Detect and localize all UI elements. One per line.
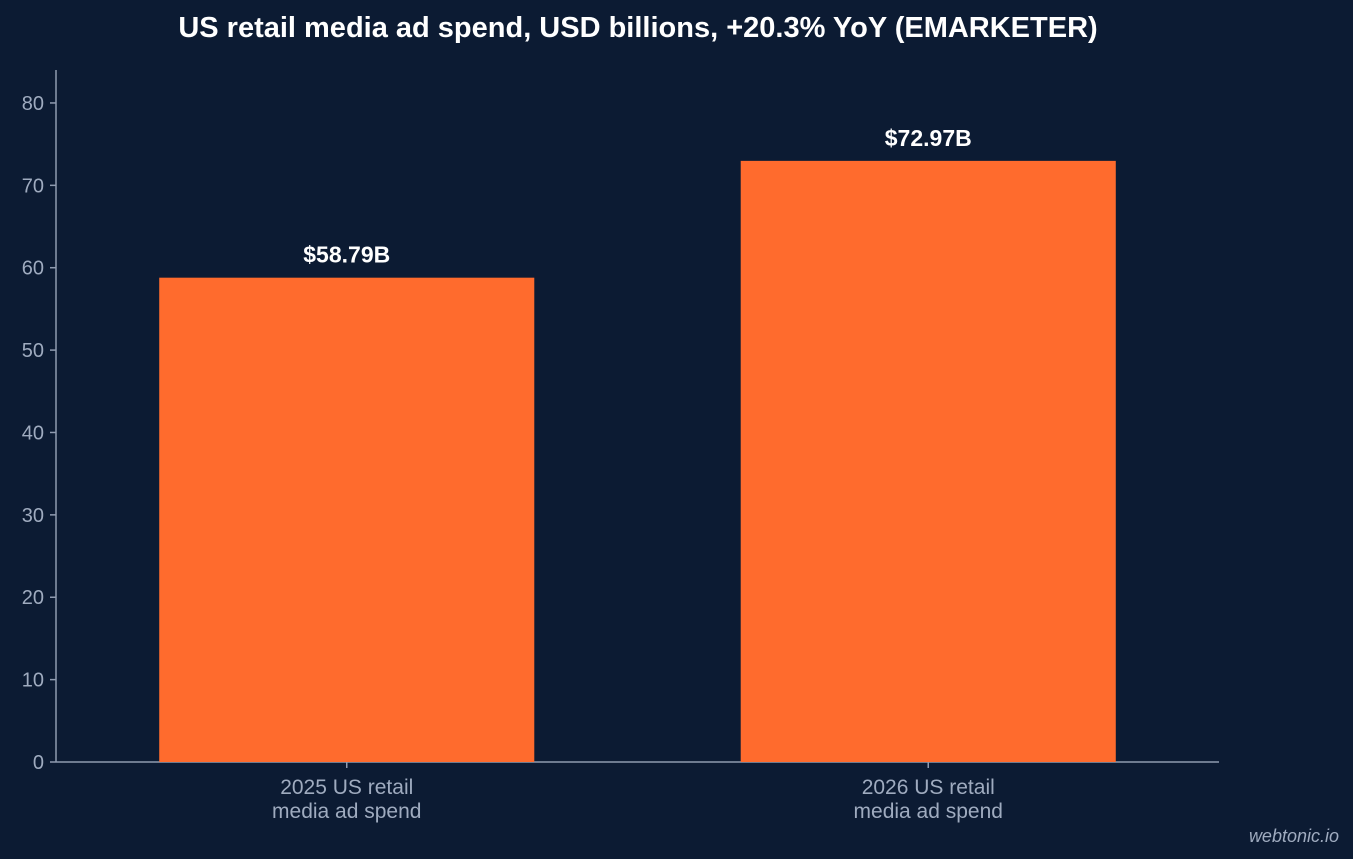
y-tick-label: 10 (22, 670, 44, 692)
y-tick-label: 50 (22, 340, 44, 362)
y-tick-label: 60 (22, 258, 44, 280)
y-tick-label: 30 (22, 505, 44, 527)
y-tick-label: 20 (22, 587, 44, 609)
data-labels: $58.79B $72.97B (303, 125, 971, 268)
bar-value-label: $58.79B (303, 242, 390, 268)
y-tick-label: 40 (22, 422, 44, 444)
x-tick-label: 2025 US retail media ad spend (272, 776, 421, 823)
x-axis: 2025 US retail media ad spend 2026 US reta… (56, 761, 1219, 823)
bar (740, 160, 1116, 762)
bars (159, 160, 1116, 762)
x-tick-label: 2026 US retail media ad spend (854, 776, 1003, 823)
y-tick-label: 70 (22, 175, 44, 197)
chart-title: US retail media ad spend, USD billions, … (178, 12, 1098, 44)
y-tick-label: 0 (33, 752, 44, 774)
watermark: webtonic.io (1248, 826, 1339, 846)
y-axis: 0 10 20 30 40 50 60 70 80 (22, 70, 57, 774)
bar-value-label: $72.97B (885, 125, 972, 151)
bar (159, 277, 535, 762)
y-tick-label: 80 (22, 93, 44, 115)
